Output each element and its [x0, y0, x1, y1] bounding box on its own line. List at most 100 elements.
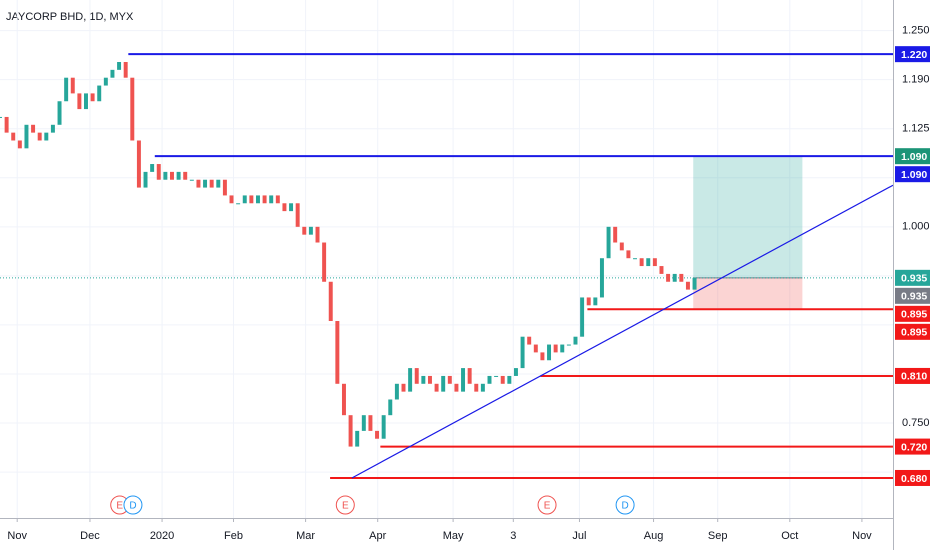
x-tick-label: Jul — [572, 530, 586, 542]
candle — [37, 132, 42, 141]
candle — [639, 258, 644, 267]
candle — [434, 383, 439, 392]
candle — [619, 242, 624, 251]
candle — [375, 430, 380, 439]
price-badge — [895, 323, 930, 340]
trendline — [351, 184, 894, 479]
candle — [633, 258, 638, 260]
candle — [427, 375, 432, 384]
target-zone — [693, 156, 803, 278]
price-badge — [895, 438, 930, 455]
candle — [130, 77, 135, 141]
candle — [289, 203, 294, 212]
candle — [467, 368, 472, 384]
price-badge — [895, 148, 930, 165]
candle — [90, 93, 95, 102]
candle — [560, 344, 565, 353]
candle — [308, 226, 313, 235]
candle — [527, 336, 532, 345]
candle — [421, 375, 426, 384]
price-badge — [895, 287, 930, 304]
candle — [203, 179, 208, 188]
price-badge-label: 0.895 — [901, 309, 927, 321]
price-badge — [895, 367, 930, 384]
candle — [302, 226, 307, 235]
candle — [507, 375, 512, 384]
event-marker — [615, 495, 635, 515]
stop-zone — [693, 277, 803, 310]
price-badge — [895, 305, 930, 322]
candle — [553, 344, 558, 353]
candle — [123, 62, 128, 78]
candle — [401, 383, 406, 392]
candle — [11, 132, 16, 141]
candle — [44, 132, 49, 141]
event-label: E — [544, 501, 551, 512]
candle — [692, 277, 697, 290]
candle — [275, 195, 280, 204]
price-badge — [895, 166, 930, 183]
candle — [586, 297, 591, 306]
x-tick-label: Feb — [224, 530, 243, 542]
candle — [454, 383, 459, 392]
price-badge-label: 0.935 — [901, 291, 927, 303]
y-tick-label: 1.125 — [902, 123, 930, 135]
price-badge — [895, 269, 930, 286]
candle — [381, 415, 386, 439]
price-badge-label: 1.220 — [901, 49, 927, 61]
candle — [4, 116, 9, 133]
candle — [368, 415, 373, 431]
y-tick-label: 0.750 — [902, 417, 930, 429]
candle — [394, 383, 399, 400]
x-tick-label: May — [443, 530, 464, 542]
candle — [461, 368, 466, 392]
candle — [189, 179, 194, 181]
candle — [513, 368, 518, 376]
price-badge-label: 0.720 — [901, 441, 927, 453]
candle — [328, 281, 333, 322]
candle — [57, 101, 62, 125]
y-tick-label: 1.190 — [902, 74, 930, 86]
x-tick-label: Dec — [80, 530, 100, 542]
candle — [626, 250, 631, 259]
candle — [652, 258, 657, 267]
candle — [388, 399, 393, 416]
candle — [64, 77, 69, 102]
event-marker — [537, 495, 557, 515]
candle — [31, 124, 36, 133]
candle — [547, 344, 552, 361]
candle — [613, 226, 618, 243]
candle — [666, 273, 671, 282]
x-tick-label: Nov — [7, 530, 27, 542]
y-tick-label: 1.000 — [902, 221, 930, 233]
candle — [17, 140, 22, 149]
candle — [136, 140, 141, 188]
candle — [646, 258, 651, 267]
candle — [143, 171, 148, 188]
price-badge-label: 0.810 — [901, 371, 927, 383]
candle — [540, 352, 545, 361]
candle — [103, 77, 108, 86]
candle — [672, 273, 677, 282]
candle — [295, 203, 300, 227]
candle — [599, 258, 604, 298]
candle — [361, 415, 366, 431]
candle — [150, 164, 155, 172]
candle — [229, 195, 234, 204]
price-badge — [895, 46, 930, 63]
candle — [474, 383, 479, 392]
candle — [84, 93, 88, 110]
price-badge-label: 0.680 — [901, 473, 927, 485]
x-tick-label: Apr — [369, 530, 386, 542]
x-tick-label: 2020 — [150, 530, 174, 542]
candle — [494, 375, 499, 377]
candle — [216, 179, 221, 188]
candle — [77, 93, 82, 110]
x-tick-label: Nov — [852, 530, 872, 542]
candle — [196, 179, 201, 188]
candle — [480, 383, 485, 392]
candle — [322, 242, 327, 282]
event-marker — [123, 495, 143, 515]
candle — [573, 336, 578, 345]
